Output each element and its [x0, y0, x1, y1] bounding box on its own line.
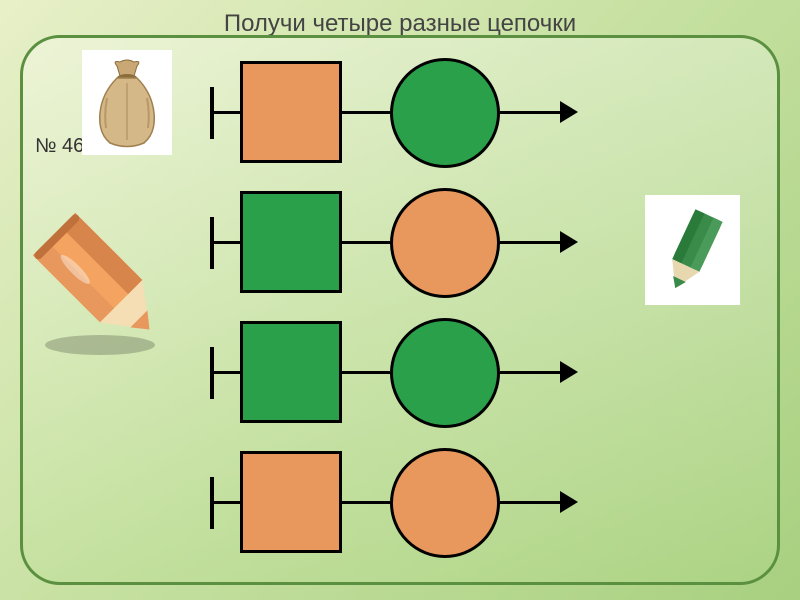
page-title: Получи четыре разные цепочки [224, 10, 576, 38]
sack-icon [82, 50, 172, 155]
chain-arrow [560, 491, 578, 513]
chain-connector [500, 111, 560, 114]
chain-square [240, 191, 342, 293]
chain-connector [500, 371, 560, 374]
chain-connector [214, 241, 240, 244]
chain-connector [342, 111, 390, 114]
chains-container [210, 55, 650, 575]
chain-circle [390, 188, 500, 298]
chain-connector [500, 501, 560, 504]
chain-connector [214, 371, 240, 374]
chain-connector [342, 371, 390, 374]
chain-arrow [560, 101, 578, 123]
chain-square [240, 61, 342, 163]
chain-circle [390, 318, 500, 428]
chain-connector [214, 111, 240, 114]
pencil-orange-icon [15, 195, 185, 365]
chain-row [210, 185, 650, 315]
chain-circle [390, 448, 500, 558]
exercise-number: № 46 [35, 135, 84, 158]
chain-connector [342, 241, 390, 244]
chain-connector [500, 241, 560, 244]
chain-arrow [560, 231, 578, 253]
chain-row [210, 445, 650, 575]
chain-row [210, 55, 650, 185]
chain-circle [390, 58, 500, 168]
chain-square [240, 451, 342, 553]
pencil-green-icon [645, 195, 740, 305]
chain-arrow [560, 361, 578, 383]
chain-connector [342, 501, 390, 504]
chain-square [240, 321, 342, 423]
chain-connector [214, 501, 240, 504]
chain-row [210, 315, 650, 445]
